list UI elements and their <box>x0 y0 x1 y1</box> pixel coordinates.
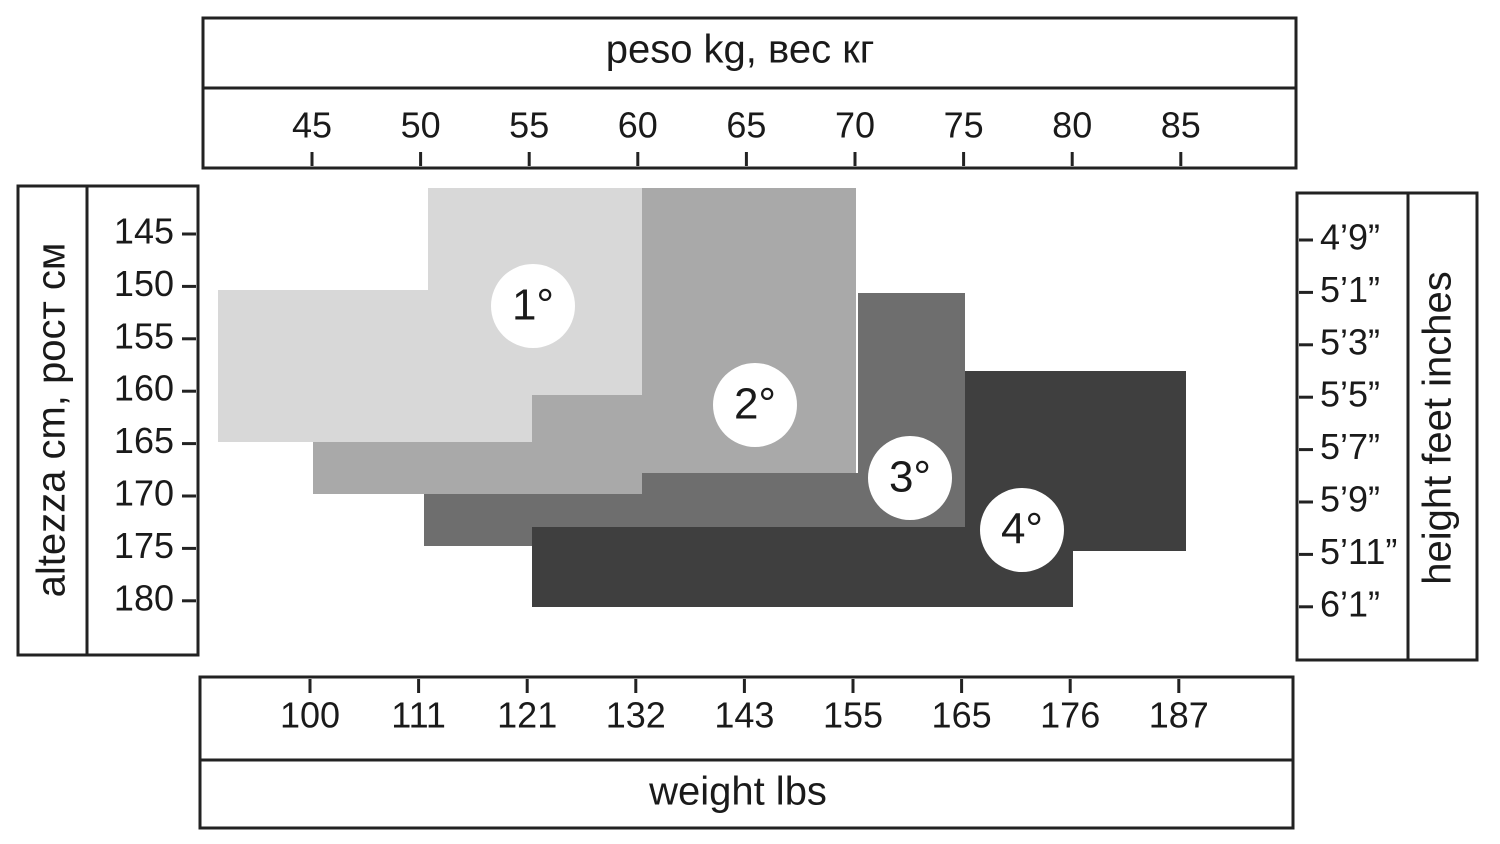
top-tick-label: 55 <box>509 105 549 146</box>
left-tick-label: 160 <box>114 368 174 409</box>
bottom-tick-label: 165 <box>932 695 992 736</box>
size-label: 1° <box>512 281 554 330</box>
bottom-frame <box>198 675 1295 830</box>
size-label: 2° <box>734 380 776 429</box>
top-tick-label: 70 <box>835 105 875 146</box>
left-tick-label: 155 <box>114 315 174 356</box>
left-frame <box>16 184 200 657</box>
region-3 <box>642 473 858 527</box>
top-tick-label: 50 <box>401 105 441 146</box>
top-tick-label: 45 <box>292 105 332 146</box>
bottom-tick-label: 111 <box>391 695 446 736</box>
right-tick-label: 4’9” <box>1320 217 1380 258</box>
right-tick-label: 5’11” <box>1320 531 1397 572</box>
left-tick-label: 170 <box>114 473 174 514</box>
bottom-tick-label: 100 <box>280 695 340 736</box>
left-tick-label: 150 <box>114 263 174 304</box>
right-tick-label: 5’7” <box>1320 426 1380 467</box>
size-badge <box>980 488 1064 572</box>
right-axis-title: height feet inches <box>1416 271 1460 585</box>
top-axis-title: peso kg, вес кг <box>606 28 875 72</box>
size-label: 4° <box>1001 505 1043 554</box>
left-tick-label: 165 <box>114 420 174 461</box>
size-badge <box>713 363 797 447</box>
bottom-tick-label: 143 <box>714 695 774 736</box>
region-1 <box>218 290 532 442</box>
left-tick-label: 145 <box>114 211 174 252</box>
right-frame <box>1295 191 1479 662</box>
bottom-tick-label: 121 <box>497 695 557 736</box>
right-tick-label: 6’1” <box>1320 583 1380 624</box>
size-label: 3° <box>889 453 931 502</box>
left-axis-title: altezza cm, рост см <box>30 243 74 598</box>
bottom-tick-label: 187 <box>1149 695 1209 736</box>
left-tick-label: 175 <box>114 525 174 566</box>
right-tick-label: 5’5” <box>1320 374 1380 415</box>
top-tick-label: 85 <box>1161 105 1201 146</box>
bottom-tick-label: 155 <box>823 695 883 736</box>
right-tick-label: 5’3” <box>1320 321 1380 362</box>
bottom-tick-label: 176 <box>1040 695 1100 736</box>
region-2 <box>313 442 532 494</box>
top-tick-label: 65 <box>726 105 766 146</box>
size-badge <box>491 264 575 348</box>
top-frame <box>201 16 1298 170</box>
size-badge <box>868 436 952 520</box>
top-tick-label: 60 <box>618 105 658 146</box>
bottom-tick-label: 132 <box>606 695 666 736</box>
top-tick-label: 75 <box>944 105 984 146</box>
bottom-axis-title: weight lbs <box>648 770 827 814</box>
top-tick-label: 80 <box>1052 105 1092 146</box>
left-tick-label: 180 <box>114 577 174 618</box>
right-tick-label: 5’9” <box>1320 479 1380 520</box>
right-tick-label: 5’1” <box>1320 269 1380 310</box>
